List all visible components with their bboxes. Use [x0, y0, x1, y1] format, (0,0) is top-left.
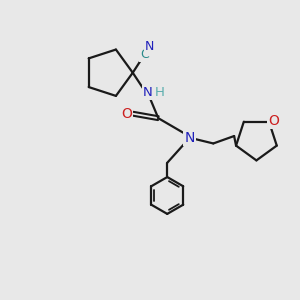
Text: H: H [154, 85, 164, 98]
Text: O: O [268, 114, 279, 128]
Text: C: C [140, 48, 149, 61]
Text: O: O [121, 107, 132, 121]
Text: N: N [184, 130, 195, 145]
Text: N: N [143, 86, 153, 99]
Text: N: N [145, 40, 154, 53]
